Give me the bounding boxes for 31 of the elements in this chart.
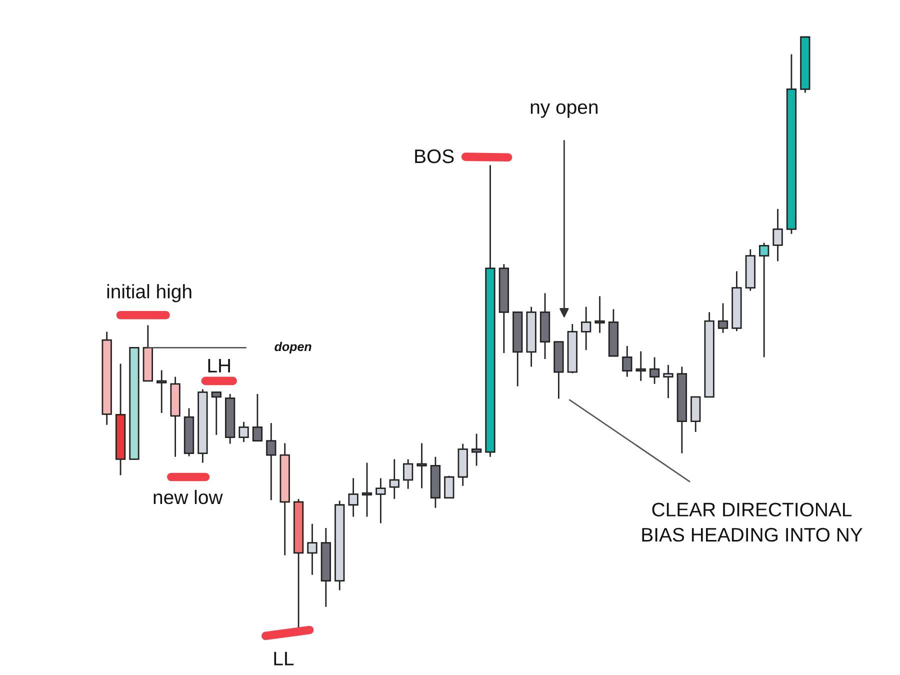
candlestick bbox=[772, 208, 783, 262]
candlestick bbox=[622, 345, 632, 378]
candlestick bbox=[444, 475, 454, 498]
candlestick bbox=[389, 458, 400, 500]
annotation: BOS bbox=[415, 149, 454, 164]
candlestick bbox=[581, 306, 592, 351]
candlestick bbox=[211, 392, 222, 436]
annotation: CLEAR DIRECTIONAL BIAS HEADING INTO NY bbox=[642, 502, 862, 542]
candlestick bbox=[252, 393, 263, 442]
candlestick bbox=[471, 433, 482, 466]
candlestick bbox=[362, 462, 372, 518]
candlestick bbox=[649, 356, 660, 385]
annotation: initial high bbox=[107, 284, 192, 302]
candlestick bbox=[376, 477, 386, 524]
candlestick bbox=[348, 477, 358, 518]
candlestick bbox=[416, 442, 427, 489]
annotation: ny open bbox=[530, 103, 598, 118]
candlestick bbox=[307, 523, 318, 576]
candlestick bbox=[266, 422, 276, 501]
annotation: LH bbox=[208, 358, 230, 372]
candlestick bbox=[636, 350, 646, 382]
candlestick bbox=[403, 458, 414, 490]
annotation: new low bbox=[154, 490, 223, 504]
candlestick bbox=[663, 364, 674, 399]
candlestick bbox=[156, 370, 167, 414]
candlestick bbox=[238, 421, 249, 443]
candlestick bbox=[594, 295, 605, 334]
text: LL bbox=[274, 652, 294, 666]
candlestick bbox=[718, 302, 728, 334]
annotation: dopen bbox=[274, 342, 312, 354]
candlestick bbox=[759, 242, 770, 358]
